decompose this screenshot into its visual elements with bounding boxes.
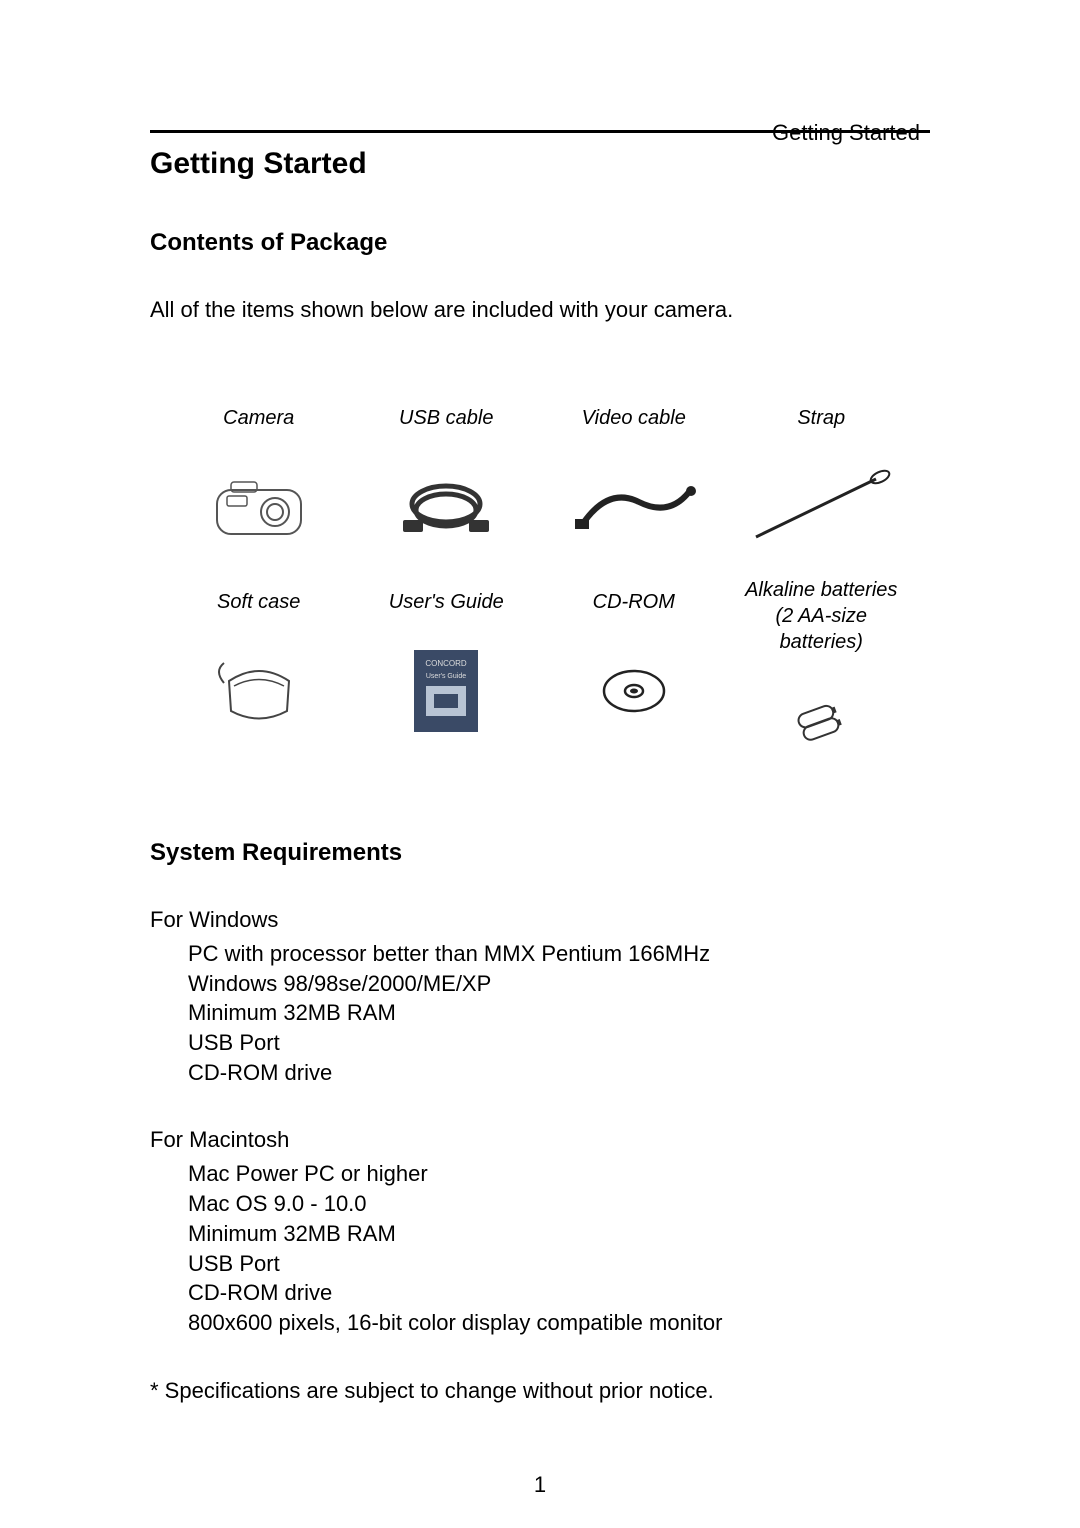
list-item: CD-ROM drive (188, 1278, 930, 1308)
list-item: 800x600 pixels, 16-bit color display com… (188, 1308, 930, 1338)
mac-label: For Macintosh (150, 1127, 930, 1153)
pkg-label: CD-ROM (593, 577, 675, 627)
footnote: * Specifications are subject to change w… (150, 1378, 930, 1404)
list-item: Mac Power PC or higher (188, 1159, 930, 1189)
list-item: CD-ROM drive (188, 1058, 930, 1088)
camera-icon (209, 467, 309, 547)
page-title: Getting Started (150, 147, 930, 181)
soft-case-icon (209, 651, 309, 731)
strap-icon (746, 467, 896, 547)
svg-text:User's Guide: User's Guide (426, 673, 466, 680)
svg-text:CONCORD: CONCORD (426, 659, 468, 668)
pkg-item-batteries: Alkaline batteries (2 AA-size batteries) (733, 577, 911, 759)
pkg-label: Alkaline batteries (2 AA-size batteries) (733, 577, 911, 655)
list-item: Minimum 32MB RAM (188, 1219, 930, 1249)
pkg-item-soft-case: Soft case (170, 577, 348, 759)
pkg-label: Camera (223, 393, 294, 443)
pkg-label: Video cable (582, 393, 686, 443)
running-header: Getting Started (772, 120, 920, 146)
list-item: USB Port (188, 1249, 930, 1279)
users-guide-icon: CONCORD User's Guide (406, 651, 486, 731)
windows-req-list: PC with processor better than MMX Pentiu… (150, 939, 930, 1087)
sysreq-heading: System Requirements (150, 839, 930, 867)
pkg-item-camera: Camera (170, 393, 348, 547)
contents-intro: All of the items shown below are include… (150, 297, 930, 323)
pkg-item-strap: Strap (733, 393, 911, 547)
pkg-item-usb-cable: USB cable (358, 393, 536, 547)
contents-heading: Contents of Package (150, 229, 930, 257)
pkg-label: User's Guide (389, 577, 504, 627)
sysreq-mac: For Macintosh Mac Power PC or higher Mac… (150, 1127, 930, 1337)
video-cable-icon (569, 467, 699, 547)
pkg-label: Soft case (217, 577, 300, 627)
page-number: 1 (534, 1472, 546, 1498)
windows-label: For Windows (150, 907, 930, 933)
list-item: USB Port (188, 1028, 930, 1058)
usb-cable-icon (391, 467, 501, 547)
list-item: Minimum 32MB RAM (188, 998, 930, 1028)
pkg-item-video-cable: Video cable (545, 393, 723, 547)
pkg-label: USB cable (399, 393, 494, 443)
pkg-label: Strap (797, 393, 845, 443)
mac-req-list: Mac Power PC or higher Mac OS 9.0 - 10.0… (150, 1159, 930, 1337)
list-item: Mac OS 9.0 - 10.0 (188, 1189, 930, 1219)
sysreq-windows: For Windows PC with processor better tha… (150, 907, 930, 1087)
list-item: PC with processor better than MMX Pentiu… (188, 939, 930, 969)
pkg-item-users-guide: User's Guide CONCORD User's Guide (358, 577, 536, 759)
list-item: Windows 98/98se/2000/ME/XP (188, 969, 930, 999)
batteries-icon (781, 679, 861, 759)
cdrom-icon (599, 651, 669, 731)
pkg-item-cdrom: CD-ROM (545, 577, 723, 759)
package-grid: Camera USB cable Video cable (150, 393, 930, 759)
